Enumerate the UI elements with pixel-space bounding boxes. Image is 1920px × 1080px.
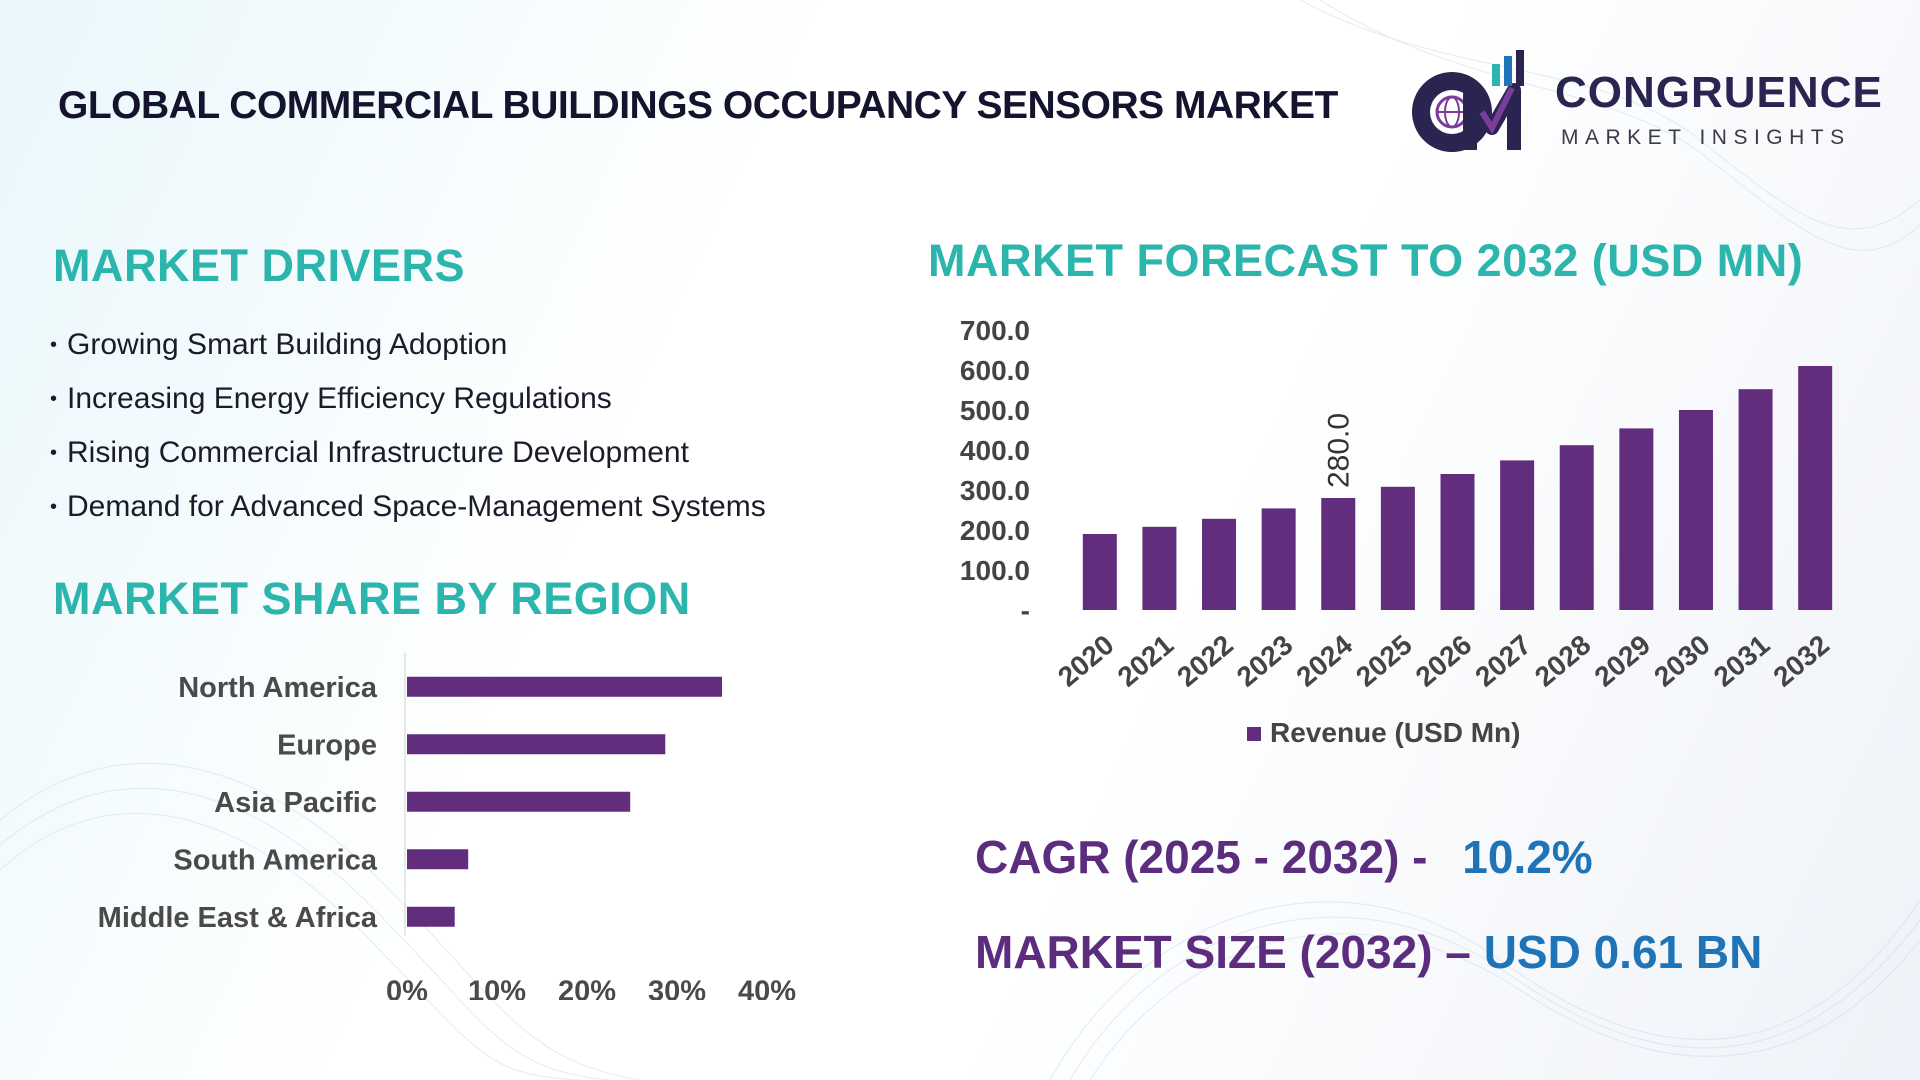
x-tick-label: 2023 (1231, 629, 1299, 693)
x-tick-label: 2029 (1589, 629, 1657, 693)
page-title: GLOBAL COMMERCIAL BUILDINGS OCCUPANCY SE… (58, 84, 1338, 127)
list-item: Demand for Advanced Space-Management Sys… (50, 480, 766, 534)
legend-label: Revenue (USD Mn) (1270, 717, 1520, 748)
y-tick-label: 100.0 (960, 555, 1030, 586)
region-share-chart: North America Europe Asia Pacific South Ame… (98, 653, 796, 1001)
x-tick-label: 20% (558, 976, 616, 1001)
legend-swatch (1247, 727, 1261, 741)
x-tick-label: 2031 (1708, 629, 1776, 693)
y-tick-label: - (1021, 595, 1030, 626)
bar-europe (407, 734, 666, 755)
x-tick-label: 30% (648, 976, 706, 1001)
y-tick-label: 400.0 (960, 435, 1030, 466)
bar-2022 (1202, 518, 1237, 610)
region-heading: MARKET SHARE BY REGION (53, 573, 691, 624)
x-tick-label: 2022 (1171, 629, 1239, 693)
bar-2023 (1261, 508, 1296, 610)
drivers-list: Growing Smart Building Adoption Increasi… (50, 318, 766, 534)
bar-2021 (1142, 526, 1177, 610)
x-tick-label: 2032 (1767, 629, 1835, 693)
x-tick-label: 2028 (1529, 629, 1597, 693)
category-label: Europe (277, 729, 377, 761)
x-tick-label: 2025 (1350, 629, 1418, 693)
market-size-label: MARKET SIZE (2032) – (975, 926, 1471, 978)
bar-2030 (1678, 410, 1713, 610)
list-item: Growing Smart Building Adoption (50, 318, 766, 372)
logo-tagline: MARKET INSIGHTS (1561, 126, 1851, 149)
logo-mark-icon (1412, 50, 1524, 152)
bar-2025 (1380, 486, 1415, 610)
x-tick-label: 2024 (1290, 629, 1358, 693)
x-tick-label: 2021 (1112, 629, 1180, 693)
category-label: South America (173, 844, 377, 876)
bar-south-america (407, 849, 469, 870)
bar-2024 (1321, 498, 1356, 610)
data-label: 280.0 (1322, 413, 1355, 488)
x-tick-label: 2027 (1469, 629, 1537, 693)
forecast-heading: MARKET FORECAST TO 2032 (USD MN) (928, 235, 1804, 286)
y-tick-label: 700.0 (960, 315, 1030, 346)
bar-2020 (1082, 534, 1117, 610)
cagr-stat: CAGR (2025 - 2032) - 10.2% (975, 830, 1593, 884)
legend: Revenue (USD Mn) (1247, 717, 1520, 748)
cagr-value: 10.2% (1462, 831, 1593, 883)
category-label: Asia Pacific (214, 787, 377, 819)
x-tick-label: 2020 (1052, 629, 1120, 693)
market-size-value: USD 0.61 BN (1483, 926, 1763, 978)
bar-asia-pacific (407, 791, 631, 812)
category-label: Middle East & Africa (98, 902, 378, 934)
drivers-heading: MARKET DRIVERS (53, 240, 466, 291)
cagr-label: CAGR (2025 - 2032) - (975, 831, 1428, 883)
bar-2027 (1500, 460, 1535, 610)
list-item: Increasing Energy Efficiency Regulations (50, 372, 766, 426)
y-tick-label: 200.0 (960, 515, 1030, 546)
y-tick-label: 600.0 (960, 355, 1030, 386)
bar-2029 (1619, 428, 1654, 610)
x-tick-label: 0% (386, 976, 428, 1001)
category-label: North America (178, 672, 378, 704)
brand-logo: CONGRUENCE MARKET INSIGHTS (1400, 50, 1883, 160)
bar-2028 (1559, 445, 1594, 610)
x-tick-label: 10% (468, 976, 526, 1001)
market-size-stat: MARKET SIZE (2032) – USD 0.61 BN (975, 925, 1762, 979)
x-tick-label: 2030 (1648, 629, 1716, 693)
y-tick-label: 500.0 (960, 395, 1030, 426)
bar-2026 (1440, 474, 1475, 610)
bar-middle-east-africa (407, 906, 455, 927)
list-item: Rising Commercial Infrastructure Develop… (50, 426, 766, 480)
x-tick-label: 2026 (1410, 629, 1478, 693)
y-tick-label: 300.0 (960, 475, 1030, 506)
bar-north-america (407, 676, 722, 697)
x-tick-label: 40% (738, 976, 796, 1001)
forecast-chart: - 100.0 200.0 300.0 400.0 500.0 600.0 700.0 2020… (960, 315, 1835, 748)
logo-wordmark: CONGRUENCE (1555, 68, 1883, 117)
bar-2032 (1798, 366, 1833, 610)
bar-2031 (1738, 389, 1773, 610)
